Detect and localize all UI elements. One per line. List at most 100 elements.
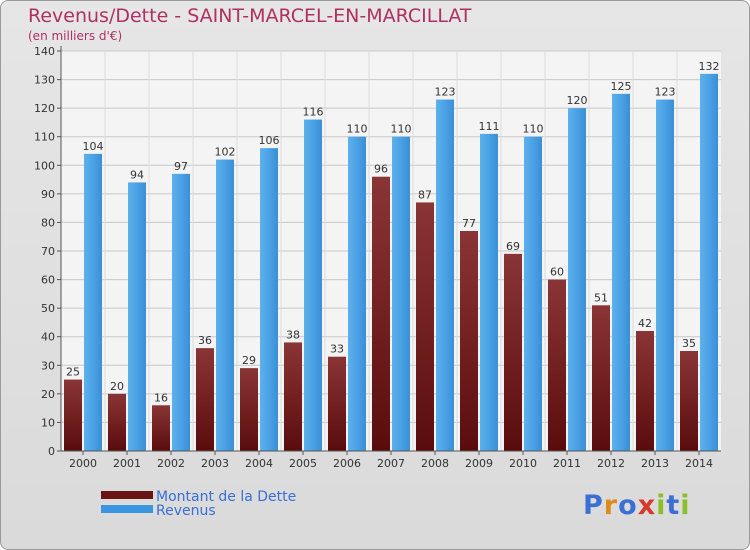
x-tick-label: 2010 — [509, 457, 537, 470]
data-label: 96 — [374, 163, 388, 176]
bar-revenus — [172, 173, 190, 451]
y-tick-label: 70 — [41, 245, 55, 258]
x-tick-label: 2003 — [201, 457, 229, 470]
x-tick-label: 2012 — [597, 457, 625, 470]
bar-dette — [636, 331, 654, 451]
data-label: 35 — [682, 337, 696, 350]
data-label: 111 — [479, 120, 500, 133]
bar-dette — [240, 368, 258, 451]
data-label: 106 — [259, 134, 280, 147]
bar-revenus — [84, 153, 102, 451]
logo-letter: x — [637, 490, 657, 521]
data-label: 33 — [330, 343, 344, 356]
data-label: 87 — [418, 188, 432, 201]
bar-dette — [680, 351, 698, 451]
bar-revenus — [348, 136, 366, 451]
y-tick-label: 80 — [41, 216, 55, 229]
y-tick-label: 0 — [48, 445, 55, 458]
data-label: 36 — [198, 334, 212, 347]
data-label: 94 — [130, 168, 144, 181]
bar-revenus — [304, 119, 322, 452]
data-label: 97 — [174, 160, 188, 173]
data-label: 123 — [655, 86, 676, 99]
bar-revenus — [656, 99, 674, 452]
x-tick-label: 2009 — [465, 457, 493, 470]
logo-letter: i — [680, 490, 691, 521]
x-tick-label: 2000 — [69, 457, 97, 470]
data-label: 104 — [83, 140, 104, 153]
y-tick-label: 120 — [34, 102, 55, 115]
bar-dette — [108, 393, 126, 451]
data-label: 51 — [594, 291, 608, 304]
data-label: 60 — [550, 266, 564, 279]
y-tick-label: 90 — [41, 188, 55, 201]
data-label: 125 — [611, 80, 632, 93]
y-tick-label: 100 — [34, 159, 55, 172]
y-tick-label: 40 — [41, 331, 55, 344]
x-tick-label: 2007 — [377, 457, 405, 470]
logo-letter: r — [603, 490, 619, 521]
data-label: 77 — [462, 217, 476, 230]
bar-dette — [460, 231, 478, 451]
bar-revenus — [524, 136, 542, 451]
legend-swatch — [101, 491, 153, 499]
data-label: 116 — [303, 106, 324, 119]
bar-revenus — [436, 99, 454, 452]
y-tick-label: 10 — [41, 416, 55, 429]
bar-revenus — [260, 148, 278, 451]
y-tick-label: 50 — [41, 302, 55, 315]
bar-dette — [504, 253, 522, 451]
y-tick-label: 110 — [34, 131, 55, 144]
bar-dette — [548, 279, 566, 451]
y-tick-label: 60 — [41, 274, 55, 287]
x-tick-label: 2002 — [157, 457, 185, 470]
x-tick-label: 2006 — [333, 457, 361, 470]
logo-letter: i — [656, 490, 667, 521]
data-label: 123 — [435, 86, 456, 99]
y-tick-label: 30 — [41, 359, 55, 372]
bar-dette — [64, 379, 82, 451]
proxiti-logo: Proxiti — [583, 490, 691, 521]
bar-dette — [284, 342, 302, 451]
x-tick-label: 2008 — [421, 457, 449, 470]
y-tick-label: 140 — [34, 45, 55, 58]
data-label: 16 — [154, 391, 168, 404]
bar-dette — [592, 305, 610, 451]
data-label: 120 — [567, 94, 588, 107]
bar-dette — [196, 348, 214, 451]
data-label: 132 — [699, 60, 720, 73]
bar-revenus — [612, 93, 630, 451]
bar-dette — [416, 202, 434, 451]
bar-revenus — [700, 73, 718, 451]
bar-revenus — [216, 159, 234, 452]
bar-dette — [328, 356, 346, 451]
x-tick-label: 2013 — [641, 457, 669, 470]
chart-title: Revenus/Dette - SAINT-MARCEL-EN-MARCILLA… — [28, 5, 472, 27]
data-label: 29 — [242, 354, 256, 367]
logo-letter: o — [618, 490, 638, 521]
legend-label: Revenus — [156, 503, 216, 519]
data-label: 69 — [506, 240, 520, 253]
legend-label: Montant de la Dette — [156, 489, 296, 505]
x-tick-label: 2011 — [553, 457, 581, 470]
data-label: 38 — [286, 328, 300, 341]
x-tick-label: 2004 — [245, 457, 273, 470]
data-label: 110 — [523, 123, 544, 136]
y-tick-label: 20 — [41, 388, 55, 401]
bar-revenus — [392, 136, 410, 451]
x-tick-label: 2014 — [685, 457, 713, 470]
x-tick-label: 2001 — [113, 457, 141, 470]
data-label: 25 — [66, 366, 80, 379]
data-label: 110 — [347, 123, 368, 136]
bar-dette — [152, 405, 170, 451]
data-label: 102 — [215, 146, 236, 159]
bar-revenus — [128, 182, 146, 451]
x-tick-label: 2005 — [289, 457, 317, 470]
data-label: 20 — [110, 380, 124, 393]
bar-revenus — [568, 108, 586, 452]
chart-subtitle: (en milliers d'€) — [28, 29, 123, 43]
bar-dette — [372, 176, 390, 451]
logo-letter: P — [583, 490, 604, 521]
